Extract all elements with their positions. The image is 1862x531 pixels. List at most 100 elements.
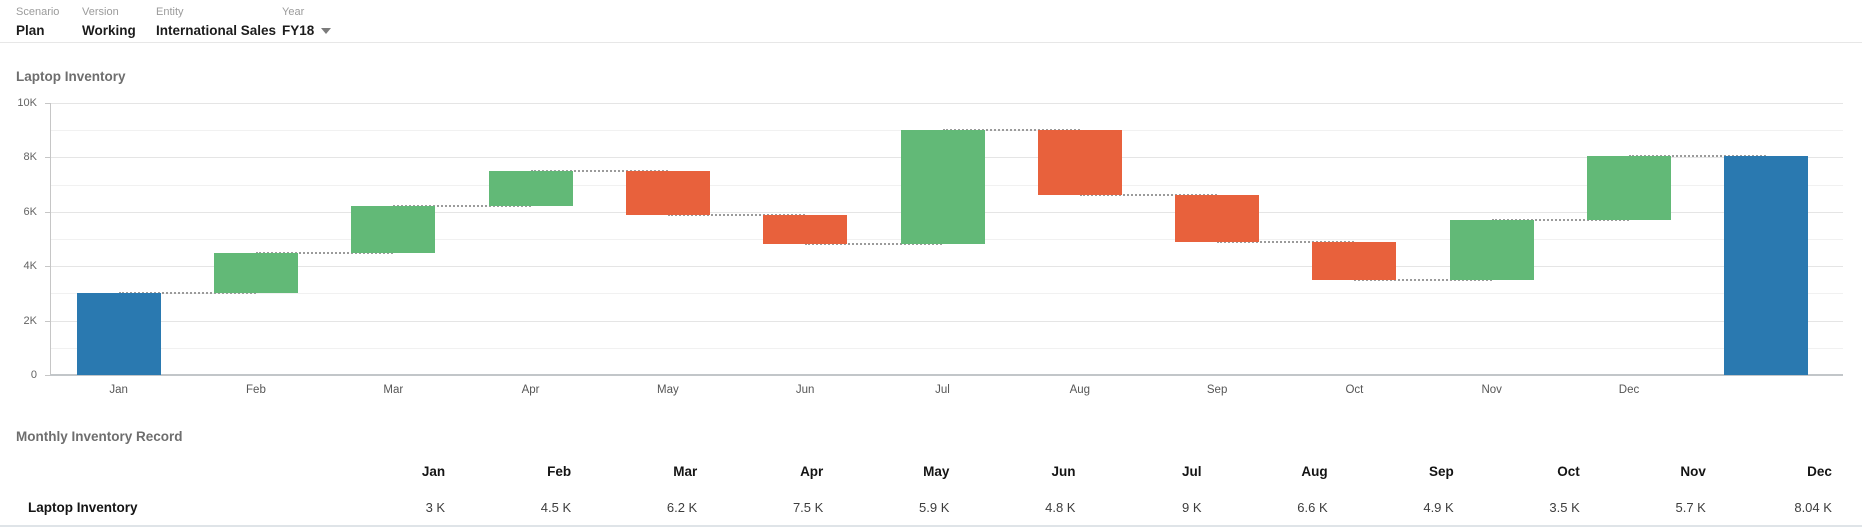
- y-axis-tick: [45, 375, 50, 376]
- table-title: Monthly Inventory Record: [16, 429, 183, 444]
- chevron-down-icon[interactable]: [321, 28, 332, 35]
- gridline-2k: [50, 320, 1843, 322]
- filter-label: Year: [282, 6, 305, 18]
- table-cell-Aug[interactable]: 6.6 K: [1297, 500, 1328, 515]
- waterfall-connector-May: [667, 213, 806, 216]
- table-cell-Oct[interactable]: 3.5 K: [1549, 500, 1580, 515]
- waterfall-connector-Jan: [118, 292, 256, 295]
- filter-scenario: Scenario Plan: [16, 5, 59, 40]
- y-axis-tick: [45, 266, 50, 268]
- table-header-row: Jan Feb Mar Apr May Jun Jul Aug Sep Oct Nov Dec: [16, 461, 1832, 483]
- x-axis-baseline: [50, 374, 1843, 376]
- waterfall-connector-Jun: [805, 243, 943, 246]
- y-axis-tick: [45, 157, 50, 159]
- x-axis-label-Apr: Apr: [521, 384, 540, 396]
- gridline-10k: [50, 103, 1843, 104]
- table-cell-Apr[interactable]: 7.5 K: [792, 500, 824, 515]
- gridline-4k: [50, 266, 1843, 268]
- y-axis-label-0: 0: [30, 369, 37, 381]
- gridline-1k: [50, 347, 1843, 349]
- x-axis-label-Mar: Mar: [383, 384, 404, 396]
- inventory-table: Jan Feb Mar Apr May Jun Jul Aug Sep Oct Nov Dec Lap…: [16, 461, 1832, 519]
- table-cell-Dec[interactable]: 8.04 K: [1794, 500, 1832, 515]
- table-cell-Jan[interactable]: 3 K: [425, 500, 446, 515]
- filter-label: Version: [82, 6, 119, 18]
- table-col-header-Dec: Dec: [1807, 464, 1832, 479]
- waterfall-connector-Oct: [1354, 278, 1492, 281]
- waterfall-connector-Mar: [393, 205, 531, 208]
- bar-Jul[interactable]: [900, 130, 985, 245]
- y-axis-line: [50, 103, 51, 375]
- table-col-header-Jan: Jan: [421, 464, 446, 479]
- table-cell-Nov[interactable]: 5.7 K: [1675, 500, 1706, 515]
- bar-Feb[interactable]: [213, 252, 298, 294]
- table-col-header-Apr: Apr: [800, 464, 824, 479]
- table-cell-Jul[interactable]: 9 K: [1182, 500, 1202, 515]
- x-axis-label-Feb: Feb: [246, 384, 266, 396]
- table-col-header-Feb: Feb: [547, 464, 572, 479]
- bar-May[interactable]: [625, 171, 710, 215]
- y-axis-label-2K: 2K: [23, 314, 37, 327]
- bar-Mar[interactable]: [351, 206, 436, 253]
- x-axis-label-Aug: Aug: [1069, 384, 1091, 396]
- table-cell-Feb[interactable]: 4.5 K: [540, 500, 572, 515]
- waterfall-connector-Sep: [1217, 240, 1355, 243]
- bar-Apr[interactable]: [488, 171, 573, 207]
- x-axis-label-Jun: Jun: [795, 384, 815, 396]
- table-cell-Mar[interactable]: 6.2 K: [666, 500, 698, 515]
- table-col-header-Sep: Sep: [1428, 464, 1454, 479]
- table-col-header-Oct: Oct: [1557, 464, 1580, 479]
- x-axis-label-May: May: [657, 384, 679, 396]
- table-cell-Sep[interactable]: 4.9 K: [1423, 500, 1454, 515]
- filter-value: Working: [82, 23, 136, 38]
- bar-Aug[interactable]: [1037, 130, 1122, 196]
- bar-Oct[interactable]: [1312, 241, 1397, 280]
- bar-Jan[interactable]: [76, 293, 161, 375]
- filter-version: Version Working: [82, 5, 136, 40]
- x-axis-label-Sep: Sep: [1206, 384, 1228, 396]
- waterfall-connector-Aug: [1079, 194, 1218, 197]
- table-cell-May[interactable]: 5.9 K: [919, 500, 950, 515]
- table-bottom-divider: [0, 525, 1862, 527]
- bar-Jun[interactable]: [763, 214, 848, 245]
- filter-label: Scenario: [16, 6, 60, 18]
- waterfall-connector-Feb: [255, 251, 394, 254]
- bar-Sep[interactable]: [1175, 195, 1260, 242]
- filter-value[interactable]: FY18: [282, 22, 332, 40]
- table-col-header-Aug: Aug: [1301, 464, 1328, 479]
- table-col-header-May: May: [923, 464, 950, 479]
- table-col-header-Jul: Jul: [1182, 464, 1202, 479]
- table-col-header-Nov: Nov: [1680, 464, 1706, 479]
- y-axis-label-4K: 4K: [23, 260, 37, 273]
- waterfall-connector-Jul: [942, 129, 1080, 132]
- chart-title: Laptop Inventory: [16, 69, 126, 84]
- table-row: Laptop Inventory 3 K 4.5 K 6.2 K 7.5 K 5.9 K…: [16, 497, 1832, 519]
- x-axis-label-Nov: Nov: [1481, 384, 1502, 396]
- waterfall-connector-Apr: [530, 170, 668, 172]
- bar-Dec[interactable]: [1587, 156, 1672, 220]
- filter-bar: Scenario Plan Version Working Entity Internat…: [0, 0, 1862, 43]
- y-axis-label-10K: 10K: [17, 97, 37, 109]
- bar-Nov[interactable]: [1449, 219, 1534, 280]
- waterfall-connector-Nov: [1491, 218, 1630, 221]
- table-cell-Jun[interactable]: 4.8 K: [1045, 500, 1076, 515]
- y-axis-tick: [45, 320, 50, 322]
- filter-year[interactable]: Year FY18: [282, 5, 332, 40]
- gridline-3k: [50, 293, 1843, 295]
- y-axis-label-8K: 8K: [23, 151, 37, 164]
- x-axis-label-Dec: Dec: [1618, 384, 1640, 396]
- filter-value: Plan: [16, 23, 45, 38]
- filter-value: International Sales: [156, 23, 277, 38]
- table-row-label[interactable]: Laptop Inventory: [28, 500, 138, 515]
- table-col-header-Jun: Jun: [1051, 464, 1076, 479]
- y-axis-tick: [45, 103, 50, 104]
- y-axis-label-6K: 6K: [23, 205, 37, 218]
- filter-label: Entity: [156, 6, 184, 18]
- table-corner-cell: [16, 461, 319, 483]
- filter-entity: Entity International Sales: [156, 5, 276, 40]
- x-axis-label-Jul: Jul: [935, 384, 950, 396]
- x-axis-label-Jan: Jan: [109, 384, 128, 396]
- bar-total[interactable]: [1724, 156, 1809, 375]
- waterfall-connector-Dec: [1629, 155, 1767, 158]
